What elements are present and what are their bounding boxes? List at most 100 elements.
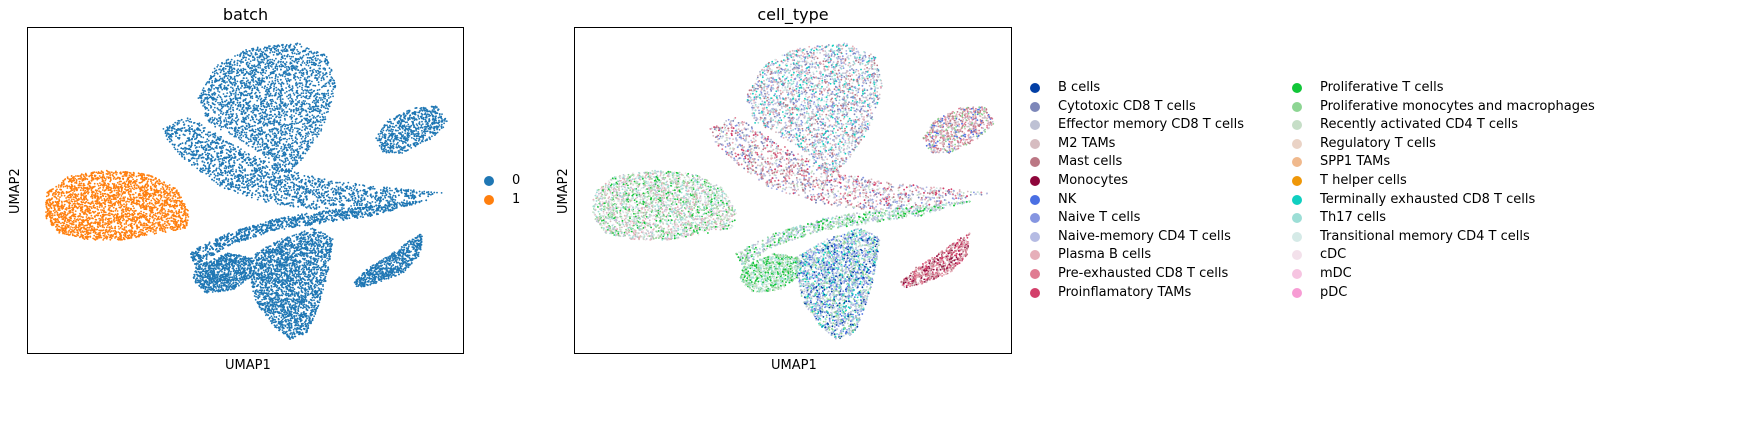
scatter-point xyxy=(116,210,119,212)
scatter-point xyxy=(295,112,297,115)
scatter-point xyxy=(236,119,239,122)
scatter-point xyxy=(85,205,88,207)
scatter-point xyxy=(154,212,157,215)
scatter-point xyxy=(289,95,292,97)
scatter-point xyxy=(50,207,53,210)
scatter-point xyxy=(269,45,271,47)
scatter-point xyxy=(295,82,297,85)
scatter-point xyxy=(316,131,319,134)
scatter-point xyxy=(285,113,287,116)
scatter-point xyxy=(254,53,257,55)
scatter-point xyxy=(261,143,264,146)
scatter-point xyxy=(72,198,75,201)
scatter-point xyxy=(251,89,254,92)
scatter-point xyxy=(58,207,61,210)
scatter-point xyxy=(216,65,219,68)
scatter-point xyxy=(59,229,61,232)
scatter-point xyxy=(71,184,73,187)
scatter-point xyxy=(227,79,230,81)
scatter-point xyxy=(177,226,180,228)
scatter-point xyxy=(172,195,175,198)
scatter-point xyxy=(240,87,242,89)
scatter-point xyxy=(280,159,283,162)
scatter-point xyxy=(242,129,244,132)
scatter-point xyxy=(226,62,228,65)
scatter-point xyxy=(313,55,315,58)
scatter-point xyxy=(130,199,132,202)
scatter-point xyxy=(136,178,138,181)
scatter-point xyxy=(77,227,80,229)
scatter-point xyxy=(182,226,184,229)
scatter-point xyxy=(138,226,141,229)
scatter-point xyxy=(292,55,294,58)
scatter-point xyxy=(157,223,160,225)
scatter-point xyxy=(107,218,110,220)
scatter-point xyxy=(84,189,87,192)
scatter-point xyxy=(65,190,68,193)
scatter-point xyxy=(280,60,282,63)
scatter-point xyxy=(242,54,245,57)
scatter-point xyxy=(242,82,244,84)
scatter-point xyxy=(136,235,138,238)
scatter-point xyxy=(300,159,302,162)
scatter-point xyxy=(276,115,278,118)
scatter-point xyxy=(127,224,130,227)
scatter-point xyxy=(225,87,227,89)
scatter-point xyxy=(247,144,250,147)
scatter-point xyxy=(80,176,82,178)
scatter-point xyxy=(129,172,132,175)
scatter-point xyxy=(72,219,75,222)
scatter-point xyxy=(60,222,62,225)
scatter-point xyxy=(130,207,133,210)
scatter-point xyxy=(93,182,96,185)
scatter-point xyxy=(274,120,276,122)
scatter-point xyxy=(133,186,136,189)
scatter-point xyxy=(271,76,273,79)
scatter-point xyxy=(265,137,268,140)
scatter-point xyxy=(277,76,279,78)
scatter-point xyxy=(122,196,125,199)
scatter-point xyxy=(251,87,254,90)
scatter-point xyxy=(134,221,137,224)
scatter-point xyxy=(238,132,241,135)
scatter-point xyxy=(236,64,239,66)
scatter-point xyxy=(129,187,131,190)
scatter-point xyxy=(224,100,227,103)
scatter-point xyxy=(103,181,105,184)
scatter-point xyxy=(142,173,145,176)
scatter-point xyxy=(213,70,216,73)
scatter-point xyxy=(108,212,110,215)
scatter-point xyxy=(153,189,156,192)
scatter-point xyxy=(153,219,155,221)
scatter-point xyxy=(100,211,103,214)
scatter-point xyxy=(307,146,309,149)
scatter-point xyxy=(149,213,152,216)
scatter-point xyxy=(154,217,156,220)
scatter-point xyxy=(136,226,139,229)
scatter-point xyxy=(204,93,207,96)
scatter-point xyxy=(269,51,271,54)
scatter-point xyxy=(277,110,280,113)
scatter-point xyxy=(298,71,301,74)
scatter-point xyxy=(267,140,270,143)
scatter-point xyxy=(106,186,108,189)
scatter-point xyxy=(270,141,272,144)
scatter-point xyxy=(317,83,320,86)
scatter-point xyxy=(115,217,118,220)
scatter-point xyxy=(256,134,259,136)
scatter-point xyxy=(138,217,141,220)
scatter-point xyxy=(271,130,273,133)
scatter-point xyxy=(71,200,74,203)
scatter-point xyxy=(303,122,306,125)
scatter-point xyxy=(251,145,254,148)
scatter-point xyxy=(92,222,95,225)
scatter-point xyxy=(173,192,176,194)
scatter-point xyxy=(118,183,121,186)
scatter-point xyxy=(54,204,57,207)
scatter-point xyxy=(94,210,97,213)
scatter-point xyxy=(244,59,247,62)
scatter-point xyxy=(131,213,133,216)
scatter-point xyxy=(139,190,142,193)
scatter-point xyxy=(229,108,232,110)
scatter-point xyxy=(233,129,236,132)
